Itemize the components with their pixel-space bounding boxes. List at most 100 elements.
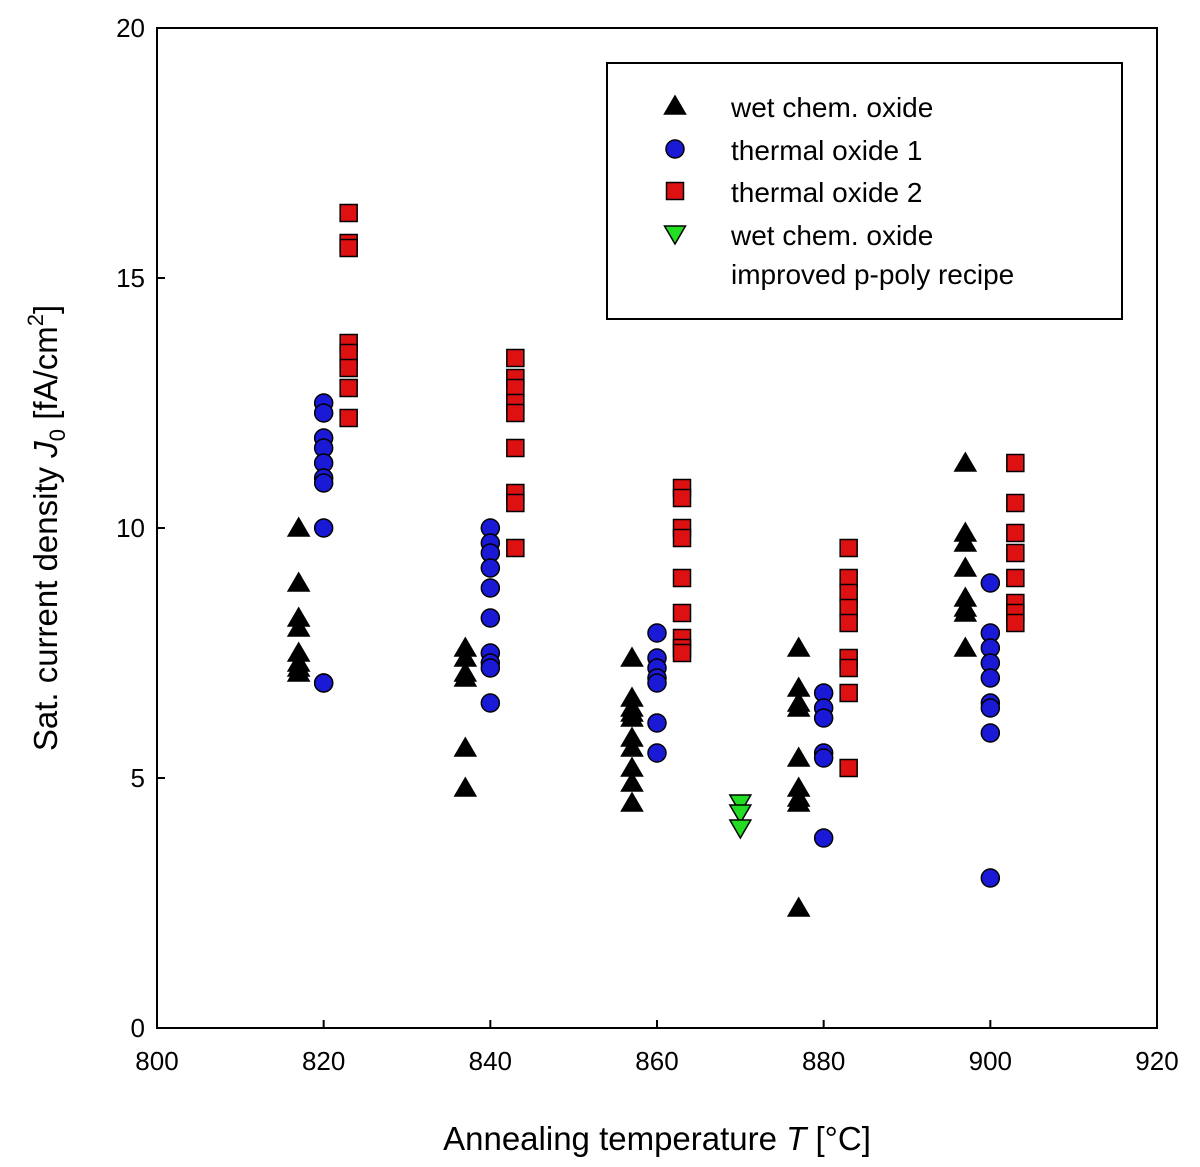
data-point-series-1	[980, 723, 1001, 743]
data-point-series-2	[339, 238, 358, 258]
y-tick-label: 10	[116, 513, 145, 543]
data-point-series-1	[313, 473, 334, 493]
y-tick-label: 20	[116, 13, 145, 43]
x-tick-label: 860	[635, 1046, 678, 1076]
x-tick-label: 840	[469, 1046, 512, 1076]
data-point-series-2	[1006, 543, 1025, 563]
data-point-series-0	[620, 736, 644, 757]
data-point-series-1	[647, 743, 667, 763]
data-points	[286, 203, 1025, 917]
data-point-series-2	[339, 408, 358, 428]
data-point-series-2	[839, 538, 858, 558]
data-point-series-1	[647, 713, 667, 733]
data-point-series-2	[839, 758, 858, 778]
y-tick-label: 0	[131, 1013, 145, 1043]
data-point-series-2	[339, 378, 358, 398]
legend-label-thermal-oxide-2: thermal oxide 2	[731, 177, 922, 208]
data-point-series-1	[480, 658, 501, 678]
axis-ticks: 800 820 840 860 880 900 920 0 5 10 15 20	[116, 13, 1179, 1076]
data-point-series-2	[1006, 493, 1025, 513]
data-point-series-0	[786, 896, 811, 917]
data-point-series-2	[839, 683, 858, 703]
data-point-series-0	[620, 701, 644, 722]
data-point-series-2	[672, 488, 692, 508]
data-point-series-2	[1006, 613, 1025, 633]
data-point-series-3	[728, 804, 753, 825]
data-point-series-0	[620, 791, 644, 812]
data-point-series-0	[286, 516, 311, 537]
data-point-series-1	[647, 673, 667, 693]
data-point-series-2	[672, 643, 692, 663]
x-tick-label: 920	[1135, 1046, 1178, 1076]
data-point-series-1	[313, 673, 334, 693]
legend-marker-series-1	[665, 139, 685, 159]
data-point-series-1	[980, 668, 1001, 688]
legend-label-wet-chem-oxide-improved: wet chem. oxide	[730, 220, 933, 251]
data-point-series-1	[813, 708, 834, 728]
data-point-series-2	[672, 528, 692, 548]
data-point-series-2	[1006, 523, 1025, 543]
data-point-series-2	[839, 613, 858, 633]
data-point-series-3	[728, 819, 753, 840]
data-point-series-1	[813, 828, 834, 848]
data-point-series-1	[980, 868, 1001, 888]
data-point-series-0	[953, 636, 978, 657]
data-point-series-1	[480, 608, 501, 628]
legend-label-thermal-oxide-1: thermal oxide 1	[731, 135, 922, 166]
data-point-series-0	[786, 746, 811, 767]
legend-label-wet-chem-oxide: wet chem. oxide	[730, 92, 933, 123]
data-point-series-0	[953, 451, 978, 472]
data-point-series-2	[506, 493, 525, 513]
legend-marker-series-0	[663, 94, 687, 115]
x-axis-title: Annealing temperature T [°C]	[443, 1120, 871, 1157]
legend-markers	[663, 94, 687, 246]
data-point-series-1	[647, 623, 667, 643]
data-point-series-1	[313, 518, 334, 538]
data-point-series-2	[506, 538, 525, 558]
data-point-series-1	[480, 558, 501, 578]
data-point-series-0	[286, 571, 311, 592]
x-tick-label: 820	[302, 1046, 345, 1076]
data-point-series-2	[506, 348, 525, 368]
data-point-series-3	[728, 794, 753, 815]
data-point-series-0	[620, 771, 644, 792]
data-point-series-2	[506, 403, 525, 423]
y-axis-title: Sat. current density J0 [fA/cm2]	[23, 305, 70, 751]
y-tick-label: 15	[116, 263, 145, 293]
data-point-series-0	[620, 646, 644, 667]
data-point-series-2	[672, 568, 692, 588]
legend: wet chem. oxide thermal oxide 1 thermal …	[606, 62, 1123, 320]
data-point-series-1	[813, 748, 834, 768]
legend-marker-series-3	[663, 225, 687, 246]
data-point-series-1	[480, 578, 501, 598]
data-point-series-2	[506, 438, 525, 458]
data-point-series-1	[980, 698, 1001, 718]
data-point-series-2	[1006, 568, 1025, 588]
data-point-series-0	[453, 666, 478, 687]
x-tick-label: 800	[135, 1046, 178, 1076]
legend-box	[606, 62, 1123, 320]
data-point-series-2	[672, 603, 692, 623]
data-point-series-0	[953, 556, 978, 577]
x-tick-label: 900	[969, 1046, 1012, 1076]
data-point-series-0	[286, 661, 311, 682]
data-point-series-1	[480, 693, 501, 713]
legend-marker-series-2	[665, 181, 685, 201]
data-point-series-1	[980, 573, 1001, 593]
legend-label-improved-recipe: improved p-poly recipe	[731, 259, 1014, 290]
data-point-series-0	[786, 791, 811, 812]
x-tick-label: 880	[802, 1046, 845, 1076]
data-point-series-0	[453, 736, 478, 757]
data-point-series-0	[953, 601, 978, 622]
data-point-series-2	[839, 658, 858, 678]
y-tick-label: 5	[131, 763, 145, 793]
data-point-series-2	[339, 203, 358, 223]
data-point-series-0	[786, 696, 811, 717]
data-point-series-2	[339, 358, 358, 378]
data-point-series-2	[1006, 453, 1025, 473]
data-point-series-0	[453, 776, 478, 797]
data-point-series-0	[786, 636, 811, 657]
data-point-series-0	[286, 616, 311, 637]
data-point-series-0	[953, 531, 978, 552]
